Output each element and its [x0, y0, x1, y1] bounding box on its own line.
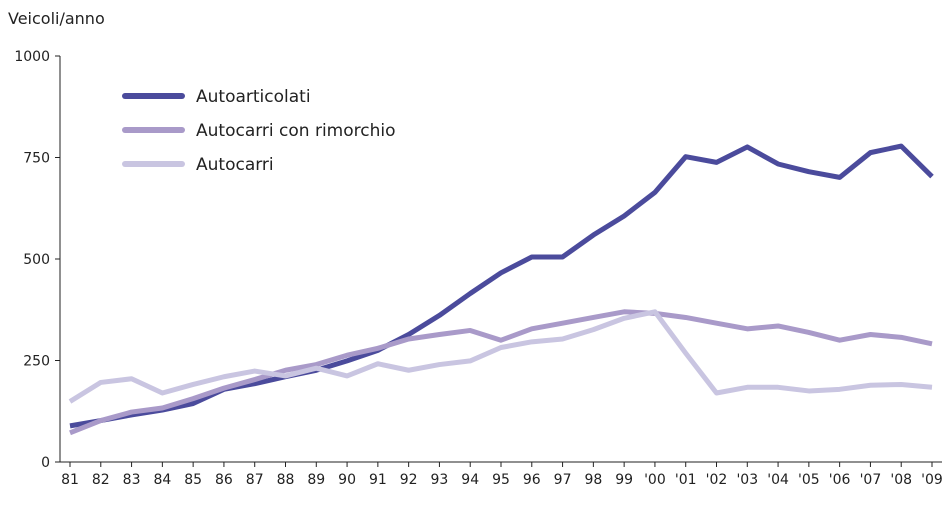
- legend-label: Autoarticolati: [196, 87, 311, 107]
- y-tick-label: 500: [23, 252, 50, 268]
- x-tick-label: '08: [890, 472, 912, 488]
- x-tick-label: 88: [277, 472, 295, 488]
- x-tick-label: 92: [400, 472, 418, 488]
- legend-label: Autocarri: [196, 155, 274, 175]
- x-tick-label: '07: [860, 472, 882, 488]
- x-tick-label: 83: [123, 472, 141, 488]
- y-tick-label: 750: [23, 151, 50, 167]
- y-axis-label: Veicoli/anno: [8, 9, 105, 28]
- x-tick-label: 82: [92, 472, 110, 488]
- x-tick-label: '02: [706, 472, 728, 488]
- series-line: [68, 309, 933, 404]
- x-tick-label: 94: [461, 472, 479, 488]
- x-tick-label: '00: [644, 472, 666, 488]
- x-tick-label: 87: [246, 472, 264, 488]
- x-tick-label: 81: [61, 472, 79, 488]
- series-line: [69, 309, 933, 436]
- x-tick-label: 85: [184, 472, 202, 488]
- y-tick-label: 1000: [14, 49, 50, 65]
- x-tick-label: 91: [369, 472, 387, 488]
- x-tick-label: 84: [153, 472, 171, 488]
- legend-label: Autocarri con rimorchio: [196, 121, 396, 141]
- y-tick-label: 0: [41, 455, 50, 471]
- x-tick-label: '05: [798, 472, 820, 488]
- x-tick-label: 90: [338, 472, 356, 488]
- x-tick-label: 93: [431, 472, 449, 488]
- x-tick-label: '09: [921, 472, 943, 488]
- x-tick-label: 99: [615, 472, 633, 488]
- x-tick-label: 97: [554, 472, 572, 488]
- x-tick-label: 89: [307, 472, 325, 488]
- x-tick-label: '01: [675, 472, 697, 488]
- y-tick-label: 250: [23, 354, 50, 370]
- x-tick-label: 95: [492, 472, 510, 488]
- x-tick-label: '06: [829, 472, 851, 488]
- x-tick-label: 98: [584, 472, 602, 488]
- x-tick-label: '04: [767, 472, 789, 488]
- x-tick-label: 96: [523, 472, 541, 488]
- x-tick-label: 86: [215, 472, 233, 488]
- x-tick-label: '03: [736, 472, 758, 488]
